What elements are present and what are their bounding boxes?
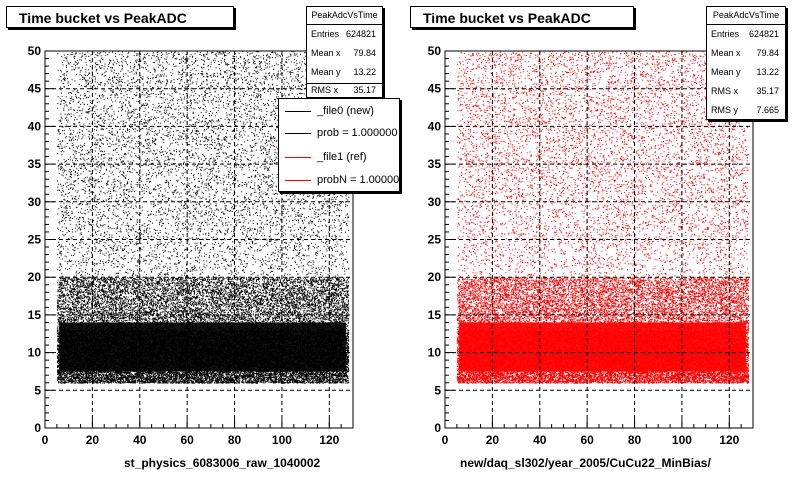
right-plot-title: Time bucket vs PeakADC <box>410 6 634 28</box>
y-tick-label: 30 <box>428 195 442 209</box>
legend-item: prob = 1.000000 <box>279 123 399 143</box>
x-tick-label: 100 <box>672 433 692 447</box>
stats-name: PeakAdcVsTime <box>307 7 382 25</box>
y-tick-label: 35 <box>428 157 442 171</box>
stats-rms-x-label: RMS x <box>711 86 738 96</box>
y-tick-label: 50 <box>428 44 442 58</box>
stats-entries-row: Entries 624821 <box>307 25 382 44</box>
x-tick-label: 120 <box>319 433 339 447</box>
x-tick-label: 80 <box>228 433 242 447</box>
stats-mean-x-row: Mean x 79.84 <box>707 44 785 63</box>
y-tick-label: 20 <box>28 270 42 284</box>
y-tick-label: 40 <box>428 119 442 133</box>
stats-entries-row: Entries 624821 <box>707 25 785 44</box>
x-tick-label: 60 <box>180 433 194 447</box>
dense-band <box>59 322 346 372</box>
stats-entries-value: 624821 <box>748 29 779 39</box>
left-stats-box: PeakAdcVsTime Entries 624821 Mean x 79.84 … <box>306 6 383 84</box>
x-tick-label: 80 <box>628 433 642 447</box>
stats-mean-x-value: 79.84 <box>756 48 779 58</box>
y-tick-label: 5 <box>434 383 441 397</box>
y-tick-label: 10 <box>28 346 42 360</box>
legend-line-icon <box>285 111 311 112</box>
y-tick-label: 25 <box>28 233 42 247</box>
stats-mean-y-value: 13.22 <box>756 67 779 77</box>
legend-label: _file1 (ref) <box>317 151 367 163</box>
right-plot-svg: 0 20 40 60 80 100 120 0 5 10 15 20 25 30 35 40 45 50 <box>428 44 754 447</box>
stats-entries-label: Entries <box>711 29 740 39</box>
stats-rms-y-row: RMS y 7.665 <box>707 101 785 120</box>
stats-rms-x-row: RMS x 35.17 <box>707 82 785 101</box>
legend-label: _file0 (new) <box>317 105 374 117</box>
stats-mean-x-label: Mean x <box>711 48 741 58</box>
legend-item: _file1 (ref) <box>279 147 399 167</box>
y-tick-label: 20 <box>428 270 442 284</box>
y-tick-label: 15 <box>428 308 442 322</box>
stats-mean-y-label: Mean y <box>711 67 741 77</box>
stats-mean-x-value: 79.84 <box>353 48 376 58</box>
legend-label: probN = 1.000000 <box>317 174 400 186</box>
scatter-points <box>456 51 750 384</box>
left-plot-title: Time bucket vs PeakADC <box>6 6 234 28</box>
stats-mean-x-row: Mean x 79.84 <box>307 44 382 63</box>
x-tick-label: 120 <box>719 433 739 447</box>
y-tick-label: 25 <box>428 233 442 247</box>
legend-line-icon <box>285 180 311 181</box>
x-tick-label: 20 <box>486 433 500 447</box>
x-tick-label: 60 <box>580 433 594 447</box>
y-tick-label: 45 <box>28 82 42 96</box>
legend-item: probN = 1.000000 <box>279 170 400 190</box>
y-tick-label: 30 <box>28 195 42 209</box>
y-tick-label: 40 <box>28 119 42 133</box>
left-panel: 0 20 40 60 80 100 120 0 5 10 15 20 25 30 35 40 45 50 Time… <box>6 6 400 470</box>
stats-mean-y-value: 13.22 <box>353 67 376 77</box>
stats-mean-x-label: Mean x <box>311 48 341 58</box>
y-tick-label: 45 <box>428 82 442 96</box>
y-tick-label: 35 <box>28 157 42 171</box>
dense-band <box>459 322 746 372</box>
y-tick-label: 0 <box>434 421 441 435</box>
left-x-axis-title: st_physics_6083006_raw_1040002 <box>124 456 321 470</box>
right-panel: 0 20 40 60 80 100 120 0 5 10 15 20 25 30 35 40 45 50 Time… <box>400 0 800 480</box>
y-tick-label: 15 <box>28 308 42 322</box>
y-tick-label: 50 <box>28 44 42 58</box>
x-tick-label: 40 <box>533 433 547 447</box>
stats-rms-x-value: 35.17 <box>353 85 376 95</box>
stats-rms-x-row: RMS x 35.17 <box>307 84 382 97</box>
grid-lines <box>45 51 353 428</box>
legend-box: _file0 (new) prob = 1.000000 _file1 (ref… <box>278 98 400 192</box>
right-x-axis-title: new/daq_sl302/year_2005/CuCu22_MinBias/ <box>460 456 711 470</box>
x-tick-label: 40 <box>133 433 147 447</box>
legend-label: prob = 1.000000 <box>317 127 398 139</box>
x-tick-label: 100 <box>272 433 292 447</box>
axes <box>444 50 754 429</box>
x-tick-label: 0 <box>42 433 49 447</box>
stats-name: PeakAdcVsTime <box>707 7 785 25</box>
stats-entries-label: Entries <box>311 29 340 39</box>
scatter-points <box>56 51 350 384</box>
scatter-marks <box>56 51 350 384</box>
right-stats-box: PeakAdcVsTime Entries 624821 Mean x 79.84 … <box>706 6 786 120</box>
y-tick-label: 10 <box>428 346 442 360</box>
legend-item: _file0 (new) <box>279 101 399 121</box>
stats-rms-x-label: RMS x <box>311 85 338 95</box>
stats-entries-value: 624821 <box>345 29 376 39</box>
stats-rms-x-value: 35.17 <box>756 86 779 96</box>
scatter-marks <box>456 51 750 384</box>
y-tick-label: 5 <box>34 383 41 397</box>
stats-rms-y-label: RMS y <box>711 105 738 115</box>
stats-mean-y-row: Mean y 13.22 <box>707 63 785 82</box>
legend-line-icon <box>285 133 311 134</box>
legend-line-icon <box>285 157 311 158</box>
stats-mean-y-row: Mean y 13.22 <box>307 63 382 82</box>
x-tick-label: 20 <box>86 433 100 447</box>
stats-rms-y-value: 7.665 <box>756 105 779 115</box>
axes <box>44 50 354 429</box>
stats-mean-y-label: Mean y <box>311 67 341 77</box>
y-tick-label: 0 <box>34 421 41 435</box>
x-tick-label: 0 <box>442 433 449 447</box>
left-stats-box-rms: RMS x 35.17 <box>306 84 383 98</box>
grid-lines <box>445 51 753 428</box>
